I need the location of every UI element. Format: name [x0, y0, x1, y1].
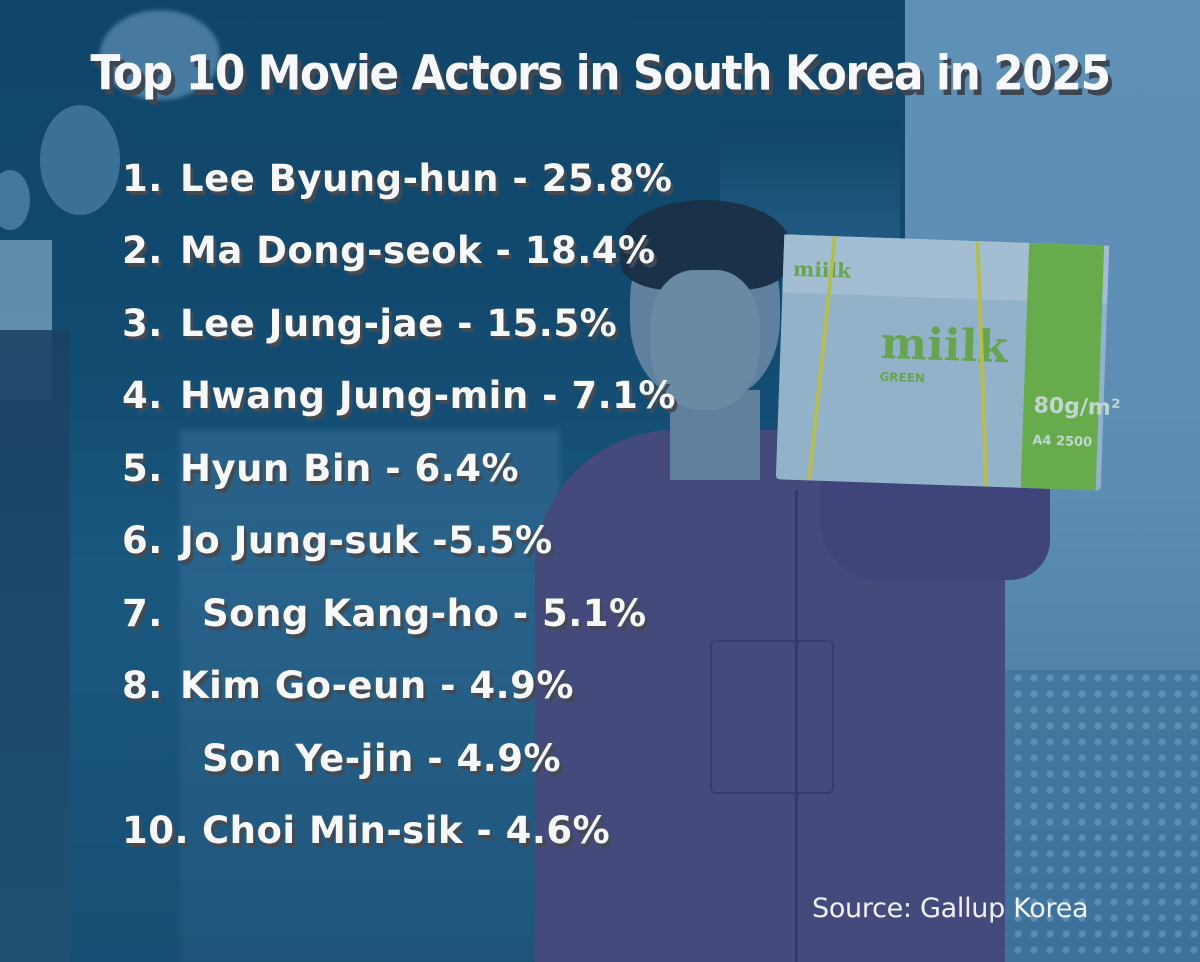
actor-name: Song Kang-ho — [202, 591, 500, 635]
background-lamp — [40, 105, 120, 215]
ranking-row: 1. Lee Byung-hun - 25.8% — [122, 142, 676, 215]
background-lamp — [100, 10, 220, 100]
actor-name: Ma Dong-seok — [180, 229, 483, 273]
percentage-value: 4.6% — [505, 809, 611, 853]
percentage-value: 25.8% — [541, 156, 673, 200]
ranking-number: 4. — [122, 374, 163, 418]
jumpsuit-pocket — [710, 640, 834, 794]
person-face — [650, 270, 760, 410]
ranking-number: 7. — [122, 591, 163, 635]
ranking-number: 2. — [122, 229, 163, 273]
percentage-value: 15.5% — [486, 301, 618, 345]
actor-name: Kim Go-eun — [180, 664, 427, 708]
separator: - — [499, 591, 542, 635]
ranking-number: 5. — [122, 446, 163, 490]
percentage-value: 4.9% — [469, 664, 574, 708]
actor-name: Son Ye-jin — [202, 736, 414, 780]
ranking-row: 2. Ma Dong-seok - 18.4% — [122, 215, 676, 288]
separator: - — [418, 519, 449, 563]
percentage-value: 5.1% — [541, 591, 647, 635]
actor-name: Hyun Bin — [180, 446, 372, 490]
percentage-value: 18.4% — [524, 229, 656, 273]
percentage-value: 4.9% — [456, 736, 562, 780]
jumpsuit-zipper — [795, 490, 798, 962]
ranking-row: 10. Choi Min-sik - 4.6% — [122, 795, 676, 868]
percentage-value: 6.4% — [414, 446, 520, 490]
ranking-row: 6. Jo Jung-suk -5.5% — [122, 505, 676, 578]
percentage-value: 5.5% — [448, 519, 553, 563]
actor-name: Lee Jung-jae — [180, 301, 444, 345]
separator: - — [413, 736, 457, 780]
ranking-row: 8. Kim Go-eun - 4.9% — [122, 650, 676, 723]
ranking-number: 3. — [122, 301, 163, 345]
separator: - — [443, 301, 487, 345]
source-credit: Source: Gallup Korea — [812, 893, 1089, 924]
ranking-row: 5. Hyun Bin - 6.4% — [122, 432, 676, 505]
actor-name: Lee Byung-hun — [180, 156, 500, 200]
percentage-value: 7.1% — [571, 374, 676, 418]
actor-name: Jo Jung-suk — [180, 519, 419, 563]
actor-name: Choi Min-sik — [202, 809, 463, 853]
separator: - — [528, 374, 572, 418]
separator: - — [482, 229, 525, 273]
ranking-number: 6. — [122, 519, 163, 563]
ranking-row: 3. Lee Jung-jae - 15.5% — [122, 287, 676, 360]
ranking-number: 8. — [122, 664, 163, 708]
background-clothes-rack — [0, 330, 70, 962]
separator: - — [371, 446, 415, 490]
ranking-row: 7. Song Kang-ho - 5.1% — [122, 577, 676, 650]
separator: - — [463, 809, 506, 853]
page-title: Top 10 Movie Actors in South Korea in 20… — [90, 45, 1111, 102]
separator: - — [426, 664, 470, 708]
ranking-list: 1. Lee Byung-hun - 25.8% 2. Ma Dong-seok -… — [122, 142, 676, 867]
background-racks — [180, 430, 560, 962]
ranking-number: 1. — [122, 156, 163, 200]
actor-name: Hwang Jung-min — [180, 374, 529, 418]
separator: - — [499, 156, 542, 200]
ranking-row: Son Ye-jin - 4.9% — [122, 722, 676, 795]
ranking-number: 10. — [122, 809, 190, 853]
ranking-row: 4. Hwang Jung-min - 7.1% — [122, 360, 676, 433]
